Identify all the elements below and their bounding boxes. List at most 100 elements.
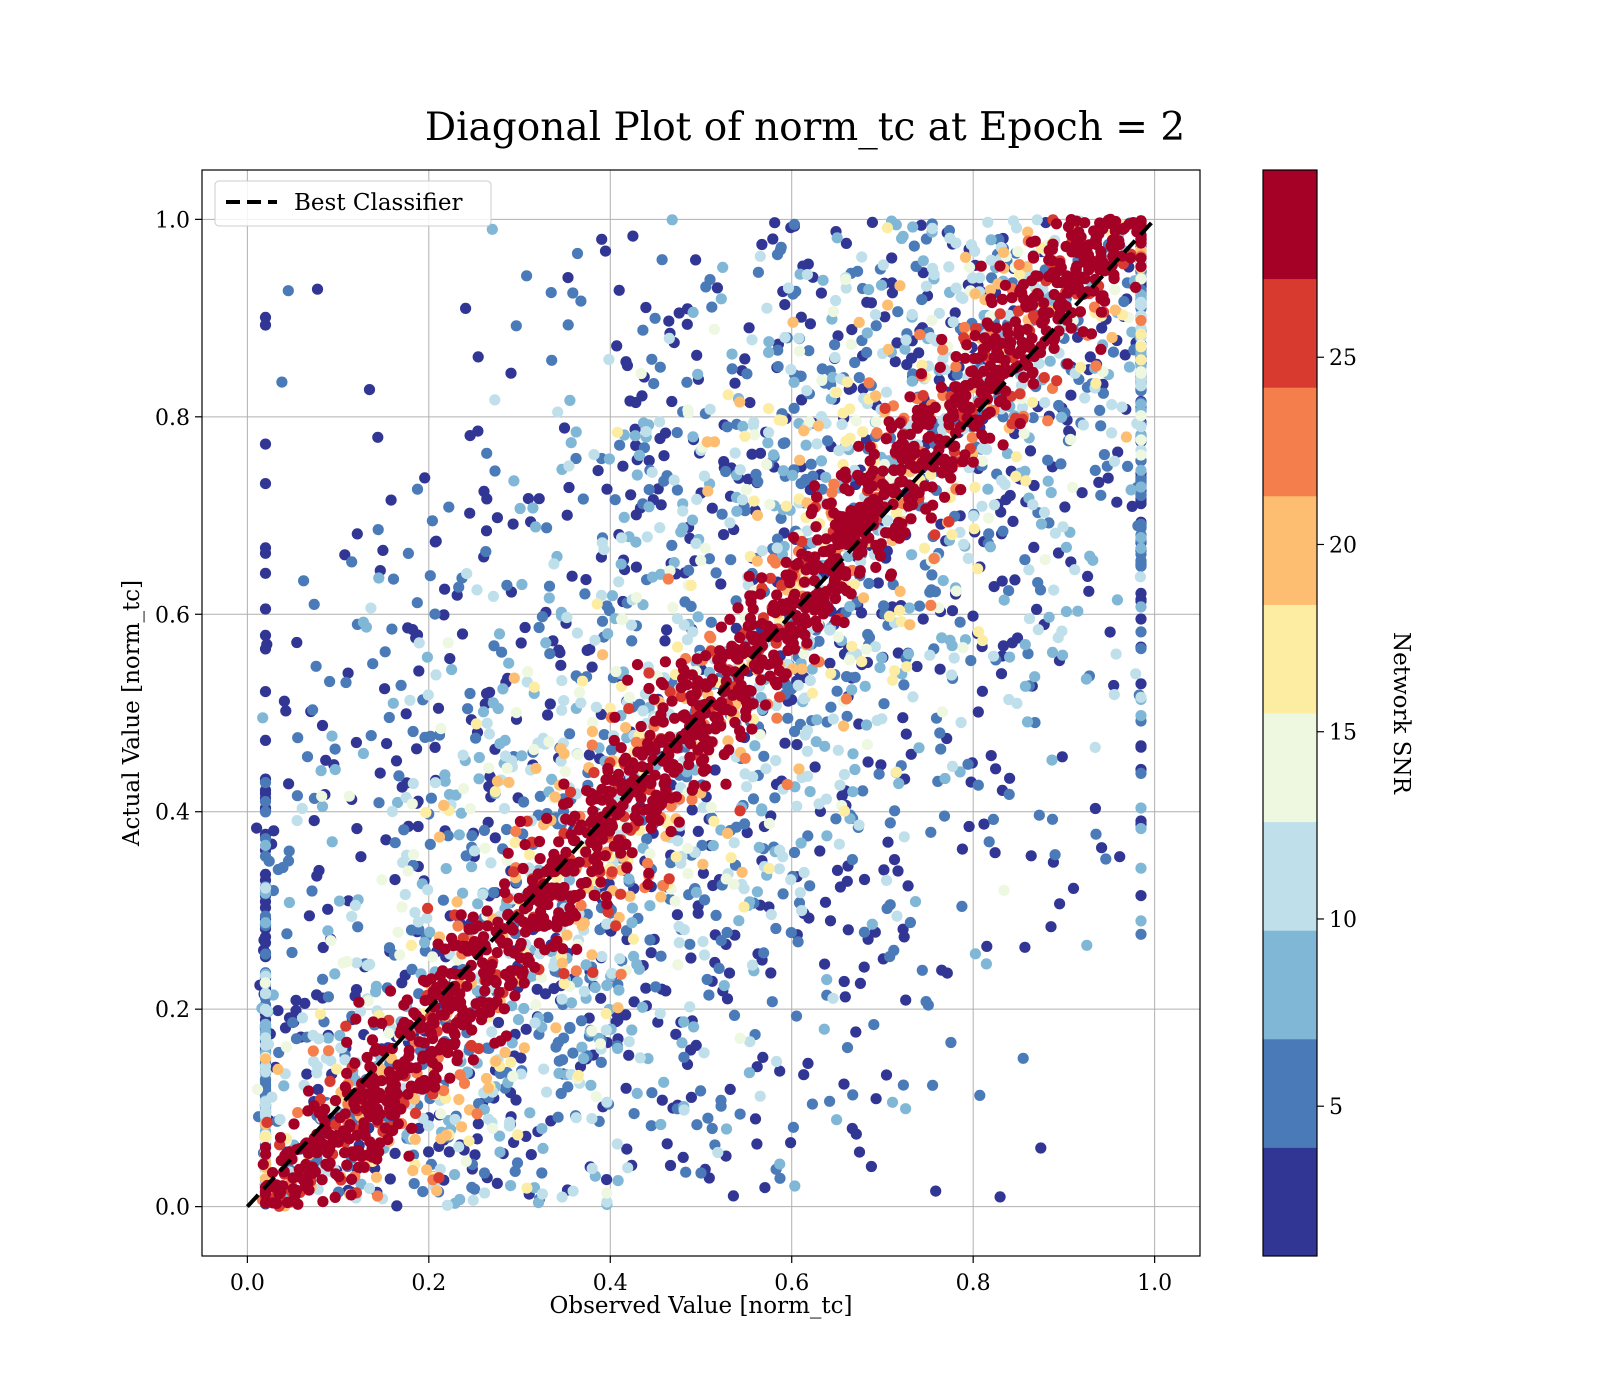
data-point xyxy=(1033,809,1045,821)
data-point xyxy=(541,919,554,931)
data-point xyxy=(650,981,662,993)
data-point xyxy=(947,316,959,328)
data-point xyxy=(962,552,974,565)
data-point xyxy=(580,846,592,858)
data-point xyxy=(916,359,928,371)
data-point xyxy=(317,1196,329,1208)
data-point xyxy=(587,716,599,729)
data-point xyxy=(734,631,746,644)
data-point xyxy=(730,622,742,635)
data-point xyxy=(291,790,303,802)
data-point xyxy=(724,1083,736,1095)
data-point xyxy=(478,485,490,497)
data-point xyxy=(1077,326,1089,338)
data-point xyxy=(356,1093,368,1105)
data-point xyxy=(595,992,607,1004)
data-point xyxy=(349,899,361,912)
data-point xyxy=(482,1082,494,1094)
data-point xyxy=(890,766,903,778)
data-point xyxy=(734,1032,746,1044)
data-point xyxy=(673,937,685,949)
data-point xyxy=(962,758,974,770)
data-point xyxy=(597,649,609,661)
data-point xyxy=(282,855,295,867)
data-point xyxy=(668,474,680,486)
data-point xyxy=(888,854,901,866)
data-point xyxy=(642,878,654,891)
data-point xyxy=(472,351,484,363)
data-point xyxy=(798,693,810,705)
data-point xyxy=(559,765,571,778)
data-point xyxy=(1026,396,1039,408)
data-point xyxy=(958,538,970,550)
data-point xyxy=(648,378,660,390)
data-point xyxy=(550,1022,562,1034)
data-point xyxy=(643,667,655,679)
data-point xyxy=(838,616,850,629)
data-point xyxy=(374,1063,386,1075)
data-point xyxy=(765,967,777,979)
data-point xyxy=(672,835,684,847)
data-point xyxy=(868,1019,880,1031)
data-point xyxy=(497,937,509,949)
data-point xyxy=(1135,802,1147,814)
data-point xyxy=(596,811,608,823)
data-point xyxy=(1017,278,1030,291)
data-point xyxy=(698,470,711,482)
data-point xyxy=(847,1089,859,1101)
data-point xyxy=(937,575,949,587)
data-point xyxy=(681,318,693,330)
data-point xyxy=(452,1049,464,1061)
data-point xyxy=(541,812,553,825)
data-point xyxy=(841,671,853,683)
data-point xyxy=(661,1138,673,1150)
data-point xyxy=(818,1023,830,1035)
data-point xyxy=(771,533,784,545)
data-point xyxy=(261,638,273,651)
data-point xyxy=(502,847,514,859)
data-point xyxy=(660,985,672,997)
data-point xyxy=(966,432,978,444)
data-point xyxy=(765,572,777,584)
data-point xyxy=(455,909,467,921)
data-point xyxy=(1049,527,1061,539)
data-point xyxy=(363,1182,376,1194)
data-point xyxy=(747,793,760,805)
data-point xyxy=(292,732,304,744)
data-point xyxy=(703,553,716,565)
data-point xyxy=(455,807,467,819)
data-point xyxy=(925,826,937,838)
data-point xyxy=(433,1172,445,1184)
data-point xyxy=(623,873,635,885)
data-point xyxy=(575,1015,588,1027)
data-point xyxy=(1011,697,1023,710)
data-point xyxy=(1044,355,1056,367)
data-point xyxy=(787,469,799,481)
data-point xyxy=(581,644,593,657)
data-point xyxy=(858,592,870,604)
data-point xyxy=(1012,245,1024,258)
data-point xyxy=(838,805,851,817)
data-point xyxy=(438,799,450,812)
data-point xyxy=(881,222,894,234)
data-point xyxy=(599,245,612,257)
data-point xyxy=(644,900,656,912)
data-point xyxy=(627,933,640,945)
data-point xyxy=(917,255,929,267)
data-point xyxy=(419,995,431,1007)
data-point xyxy=(875,759,887,771)
data-point xyxy=(1054,898,1066,910)
data-point xyxy=(736,866,748,878)
data-point xyxy=(1023,613,1036,625)
data-point xyxy=(512,1014,525,1026)
data-point xyxy=(684,938,696,950)
data-point xyxy=(492,916,504,928)
data-point xyxy=(733,915,745,927)
data-point xyxy=(774,1158,786,1170)
data-point xyxy=(861,327,873,339)
data-point xyxy=(456,1121,468,1133)
data-point xyxy=(460,302,472,314)
data-point xyxy=(1135,481,1147,493)
data-point xyxy=(877,259,889,271)
data-point xyxy=(487,590,499,603)
